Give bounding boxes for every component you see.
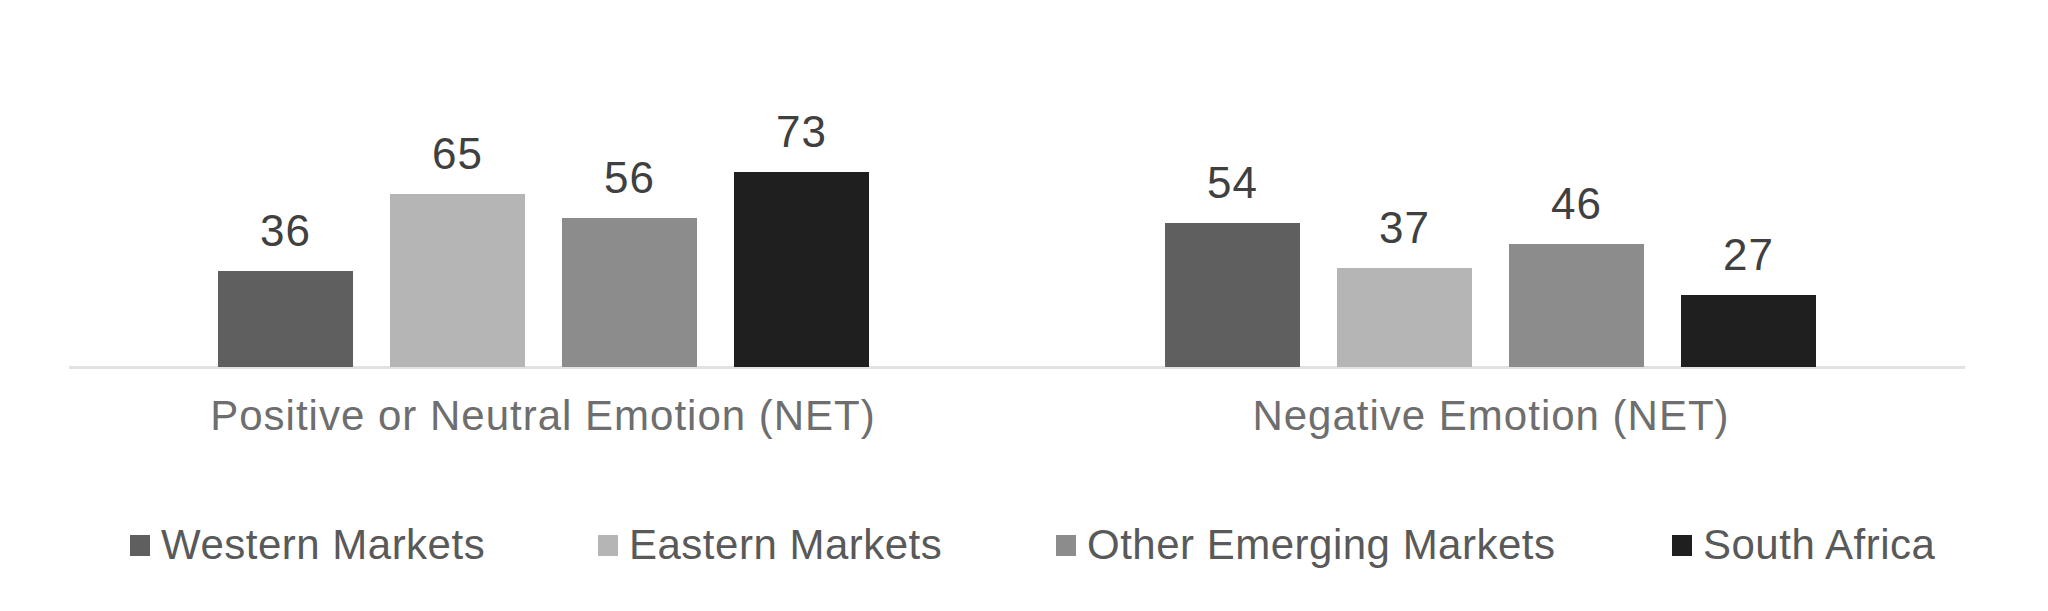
legend-item-other-emerging-markets: Other Emerging Markets	[1056, 524, 1556, 566]
bar-western-markets-group1	[218, 271, 353, 367]
bar-western-markets-group2	[1165, 223, 1300, 367]
legend-swatch-icon	[598, 535, 618, 556]
bar-south-africa-group2	[1681, 295, 1816, 367]
legend-swatch-icon	[130, 535, 150, 556]
legend-label: Other Emerging Markets	[1087, 524, 1556, 566]
legend-item-western-markets: Western Markets	[130, 524, 485, 566]
legend-swatch-icon	[1672, 535, 1692, 556]
bar-value-label: 46	[1551, 182, 1602, 226]
legend-swatch-icon	[1056, 535, 1076, 556]
bar-value-label: 27	[1723, 233, 1774, 277]
legend-item-eastern-markets: Eastern Markets	[598, 524, 942, 566]
category-label-positive-neutral: Positive or Neutral Emotion (NET)	[210, 393, 876, 439]
bar-value-label: 73	[776, 110, 827, 154]
bar-chart: 36 65 56 73 54 37 46 27 Positive or Neutral Emo…	[0, 0, 2048, 611]
bar-value-label: 65	[432, 132, 483, 176]
bar-other-emerging-markets-group2	[1509, 244, 1644, 367]
bar-value-label: 56	[604, 156, 655, 200]
bar-south-africa-group1	[734, 172, 869, 367]
legend-label: Eastern Markets	[629, 524, 942, 566]
bar-other-emerging-markets-group1	[562, 218, 697, 367]
bar-value-label: 36	[260, 209, 311, 253]
bar-value-label: 54	[1207, 161, 1258, 205]
category-label-negative: Negative Emotion (NET)	[1252, 393, 1729, 439]
bar-value-label: 37	[1379, 206, 1430, 250]
bar-eastern-markets-group2	[1337, 268, 1472, 367]
legend-label: South Africa	[1703, 524, 1935, 566]
legend-item-south-africa: South Africa	[1672, 524, 1935, 566]
bar-eastern-markets-group1	[390, 194, 525, 367]
legend-label: Western Markets	[161, 524, 485, 566]
